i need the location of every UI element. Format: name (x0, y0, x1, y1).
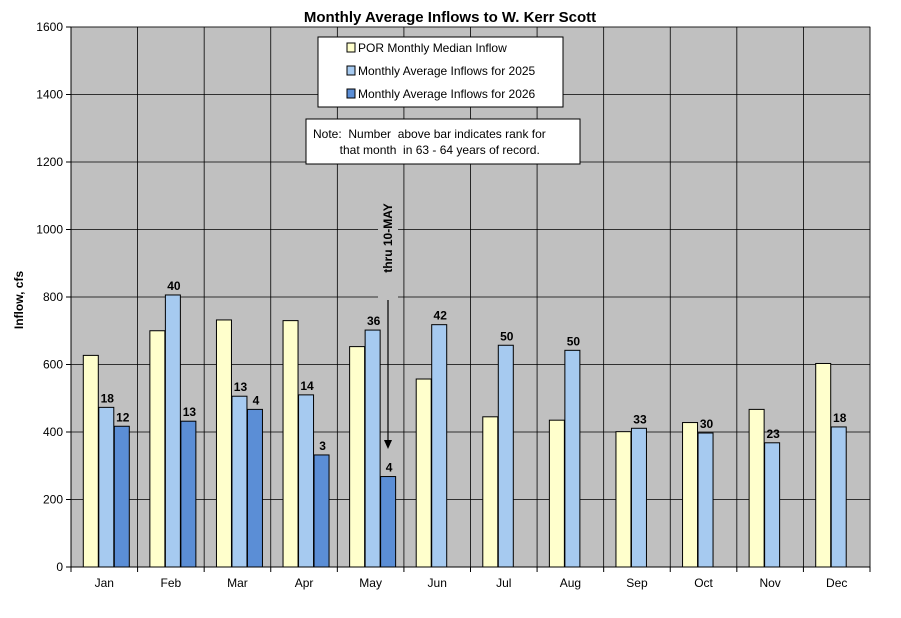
legend-label: Monthly Average Inflows for 2025 (358, 64, 536, 78)
bar (615, 431, 632, 568)
x-tick-label: Jul (496, 576, 511, 590)
data-label-rank: 18 (101, 391, 115, 405)
bar (82, 354, 99, 568)
data-label-rank: 50 (500, 329, 514, 343)
bar (682, 422, 699, 568)
data-label-rank: 18 (833, 411, 847, 425)
legend-box (317, 36, 564, 108)
y-tick-label: 400 (43, 425, 63, 439)
bar (497, 344, 514, 568)
data-label-rank: 13 (234, 380, 248, 394)
annotation-label: thru 10-MAY (381, 203, 395, 273)
x-tick-label: Jun (428, 576, 447, 590)
bar (830, 426, 847, 568)
bar (215, 319, 232, 568)
data-label-rank: 12 (116, 410, 130, 424)
bar (482, 416, 499, 568)
y-tick-label: 800 (43, 290, 63, 304)
bar (431, 324, 448, 568)
data-label-rank: 50 (567, 334, 581, 348)
data-label-rank: 23 (766, 427, 780, 441)
legend-swatch (346, 42, 356, 53)
legend-swatch (346, 88, 356, 99)
data-label-rank: 33 (633, 412, 647, 426)
bar (313, 454, 330, 568)
bar (180, 420, 197, 568)
y-tick-label: 200 (43, 493, 63, 507)
y-tick-label: 1600 (36, 20, 63, 34)
y-axis-label: Inflow, cfs (12, 271, 26, 330)
x-tick-label: Feb (161, 576, 182, 590)
y-tick-label: 1400 (36, 88, 63, 102)
bar (564, 349, 581, 568)
x-tick-label: Aug (560, 576, 581, 590)
data-label-rank: 30 (700, 417, 714, 431)
bar (98, 406, 115, 568)
bar (697, 432, 714, 568)
data-label-rank: 14 (300, 379, 314, 393)
x-tick-label: Nov (759, 576, 780, 590)
bar (282, 320, 299, 568)
x-tick-label: Dec (826, 576, 847, 590)
x-tick-label: May (359, 576, 382, 590)
thru-annotation: thru 10-MAY (378, 180, 398, 449)
bar (164, 294, 181, 568)
y-tick-label: 0 (56, 560, 63, 574)
y-tick-label: 1200 (36, 155, 63, 169)
bar (231, 395, 248, 568)
annotation-arrow-head (384, 440, 392, 449)
note-text: that month in 63 - 64 years of record. (313, 143, 540, 157)
x-tick-label: Apr (295, 576, 314, 590)
bar (748, 408, 765, 568)
data-label-rank: 3 (319, 439, 326, 453)
data-label-rank: 42 (434, 309, 448, 323)
data-label-rank: 4 (253, 393, 260, 407)
legend-label: POR Monthly Median Inflow (358, 41, 507, 55)
x-tick-label: Mar (227, 576, 248, 590)
bar (364, 329, 381, 568)
data-label-rank: 13 (183, 405, 197, 419)
data-label-rank: 36 (367, 314, 381, 328)
bar (246, 408, 263, 568)
bar (764, 442, 781, 568)
bar (415, 378, 432, 568)
chart-title: Monthly Average Inflows to W. Kerr Scott (304, 9, 596, 26)
y-tick-label: 1000 (36, 223, 63, 237)
note-box: Note: Number above bar indicates rank fo… (305, 118, 581, 165)
bar (298, 394, 315, 568)
data-label-rank: 40 (167, 279, 181, 293)
x-tick-label: Sep (626, 576, 648, 590)
y-tick-label: 600 (43, 358, 63, 372)
note-text: Note: Number above bar indicates rank fo… (313, 127, 546, 141)
bar (548, 419, 565, 568)
x-tick-label: Jan (95, 576, 114, 590)
legend-label: Monthly Average Inflows for 2026 (358, 87, 536, 101)
bar (380, 476, 397, 568)
annotation-background (378, 180, 398, 298)
legend-swatch (346, 65, 356, 76)
bar (630, 427, 647, 568)
data-label-rank: 4 (386, 461, 393, 475)
note-background (305, 118, 581, 165)
x-tick-label: Oct (694, 576, 713, 590)
bar (349, 346, 366, 568)
plot-area: 0 200 400 600 800 1000 1200 1400 1600 Jan Feb Mar Ap… (36, 20, 871, 590)
bar (149, 330, 166, 568)
bar (815, 362, 832, 568)
legend: POR Monthly Median Inflow Monthly Average… (317, 36, 564, 108)
bar (113, 425, 130, 568)
